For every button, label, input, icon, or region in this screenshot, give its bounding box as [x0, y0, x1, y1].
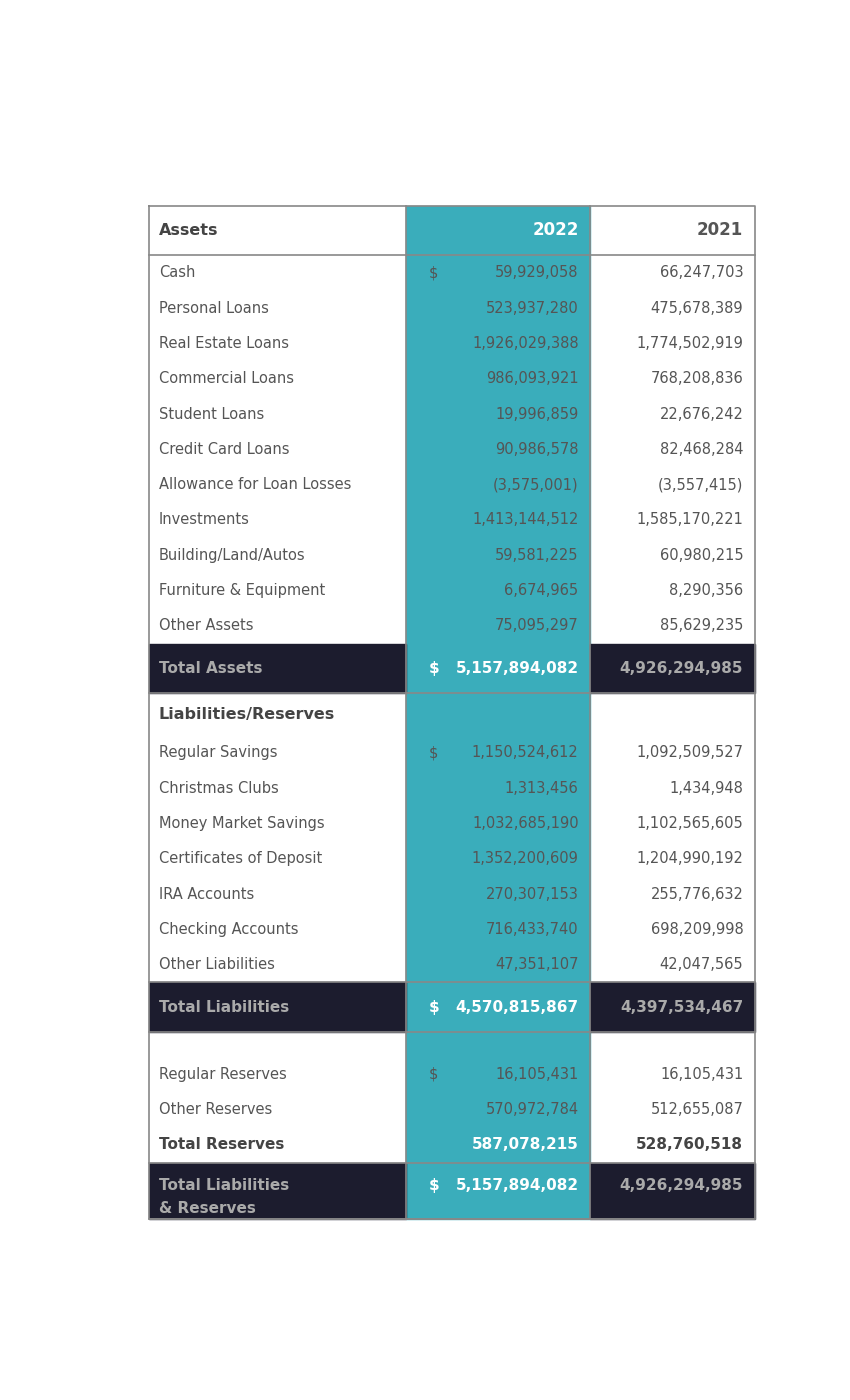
Text: Money Market Savings: Money Market Savings [159, 816, 325, 832]
Text: 4,570,815,867: 4,570,815,867 [456, 1000, 579, 1015]
Text: Checking Accounts: Checking Accounts [159, 923, 298, 937]
Bar [591, 983, 755, 1032]
Text: Furniture & Equipment: Furniture & Equipment [159, 582, 326, 598]
Text: Personal Loans: Personal Loans [159, 301, 269, 315]
Text: Student Loans: Student Loans [159, 406, 264, 421]
Text: 1,150,524,612: 1,150,524,612 [472, 745, 579, 760]
Text: 1,774,502,919: 1,774,502,919 [637, 336, 743, 351]
Text: 512,655,087: 512,655,087 [650, 1102, 743, 1117]
Text: Other Liabilities: Other Liabilities [159, 958, 275, 973]
Text: Credit Card Loans: Credit Card Loans [159, 442, 290, 456]
Text: 1,032,685,190: 1,032,685,190 [472, 816, 579, 832]
Text: Total Assets: Total Assets [159, 661, 263, 676]
Text: Liabilities/Reserves: Liabilities/Reserves [159, 707, 335, 721]
Text: 6,674,965: 6,674,965 [504, 582, 579, 598]
Text: 4,926,294,985: 4,926,294,985 [620, 1179, 743, 1193]
Bar [149, 983, 406, 1032]
Text: 1,352,200,609: 1,352,200,609 [472, 851, 579, 867]
Text: $: $ [429, 745, 439, 760]
Text: 570,972,784: 570,972,784 [485, 1102, 579, 1117]
Text: Other Reserves: Other Reserves [159, 1102, 272, 1117]
Text: 16,105,431: 16,105,431 [660, 1067, 743, 1082]
Text: $: $ [429, 1067, 439, 1082]
Text: Real Estate Loans: Real Estate Loans [159, 336, 289, 351]
Text: 85,629,235: 85,629,235 [660, 619, 743, 633]
Text: IRA Accounts: IRA Accounts [159, 886, 254, 902]
Text: 82,468,284: 82,468,284 [660, 442, 743, 456]
Text: Total Liabilities
& Reserves: Total Liabilities & Reserves [159, 1179, 289, 1215]
Text: Commercial Loans: Commercial Loans [159, 371, 294, 386]
Text: 60,980,215: 60,980,215 [660, 547, 743, 563]
Bar [591, 1162, 755, 1219]
Text: 523,937,280: 523,937,280 [486, 301, 579, 315]
Text: 22,676,242: 22,676,242 [660, 406, 743, 421]
Text: 255,776,632: 255,776,632 [650, 886, 743, 902]
Text: 1,102,565,605: 1,102,565,605 [637, 816, 743, 832]
Text: $: $ [429, 661, 439, 676]
Text: 47,351,107: 47,351,107 [495, 958, 579, 973]
Text: 4,926,294,985: 4,926,294,985 [620, 661, 743, 676]
Text: 475,678,389: 475,678,389 [650, 301, 743, 315]
Text: Allowance for Loan Losses: Allowance for Loan Losses [159, 477, 351, 493]
Text: 90,986,578: 90,986,578 [495, 442, 579, 456]
Text: 16,105,431: 16,105,431 [496, 1067, 579, 1082]
Text: Total Reserves: Total Reserves [159, 1137, 284, 1152]
Text: 1,313,456: 1,313,456 [505, 781, 579, 795]
Text: 5,157,894,082: 5,157,894,082 [456, 661, 579, 676]
Text: 5,157,894,082: 5,157,894,082 [456, 1179, 579, 1193]
Text: 1,204,990,192: 1,204,990,192 [637, 851, 743, 867]
Text: 59,581,225: 59,581,225 [495, 547, 579, 563]
Text: 75,095,297: 75,095,297 [495, 619, 579, 633]
Text: Other Assets: Other Assets [159, 619, 253, 633]
Text: $: $ [429, 1179, 439, 1193]
Text: 270,307,153: 270,307,153 [485, 886, 579, 902]
Text: 986,093,921: 986,093,921 [486, 371, 579, 386]
Text: Building/Land/Autos: Building/Land/Autos [159, 547, 305, 563]
Text: Cash: Cash [159, 266, 196, 280]
Bar [149, 1162, 406, 1219]
Bar [149, 644, 406, 693]
Text: 59,929,058: 59,929,058 [495, 266, 579, 280]
Text: 587,078,215: 587,078,215 [472, 1137, 579, 1152]
Text: 1,585,170,221: 1,585,170,221 [637, 512, 743, 528]
Text: $: $ [429, 266, 439, 280]
Bar [406, 206, 591, 1219]
Text: 2022: 2022 [532, 221, 579, 239]
Text: 4,397,534,467: 4,397,534,467 [620, 1000, 743, 1015]
Text: 19,996,859: 19,996,859 [496, 406, 579, 421]
Text: 66,247,703: 66,247,703 [660, 266, 743, 280]
Text: 8,290,356: 8,290,356 [669, 582, 743, 598]
Text: 1,926,029,388: 1,926,029,388 [472, 336, 579, 351]
Text: 1,413,144,512: 1,413,144,512 [473, 512, 579, 528]
Text: 528,760,518: 528,760,518 [637, 1137, 743, 1152]
Text: 768,208,836: 768,208,836 [650, 371, 743, 386]
Text: Regular Savings: Regular Savings [159, 745, 277, 760]
Text: Regular Reserves: Regular Reserves [159, 1067, 286, 1082]
Text: 1,092,509,527: 1,092,509,527 [637, 745, 743, 760]
Text: 716,433,740: 716,433,740 [486, 923, 579, 937]
Text: Investments: Investments [159, 512, 250, 528]
Text: Total Liabilities: Total Liabilities [159, 1000, 289, 1015]
Text: (3,575,001): (3,575,001) [493, 477, 579, 493]
Bar [591, 644, 755, 693]
Text: Christmas Clubs: Christmas Clubs [159, 781, 279, 795]
Text: Assets: Assets [159, 223, 218, 238]
Text: 42,047,565: 42,047,565 [660, 958, 743, 973]
Text: 698,209,998: 698,209,998 [650, 923, 743, 937]
Text: $: $ [429, 1000, 439, 1015]
Text: 2021: 2021 [697, 221, 743, 239]
Text: (3,557,415): (3,557,415) [658, 477, 743, 493]
Text: 1,434,948: 1,434,948 [670, 781, 743, 795]
Text: Certificates of Deposit: Certificates of Deposit [159, 851, 322, 867]
